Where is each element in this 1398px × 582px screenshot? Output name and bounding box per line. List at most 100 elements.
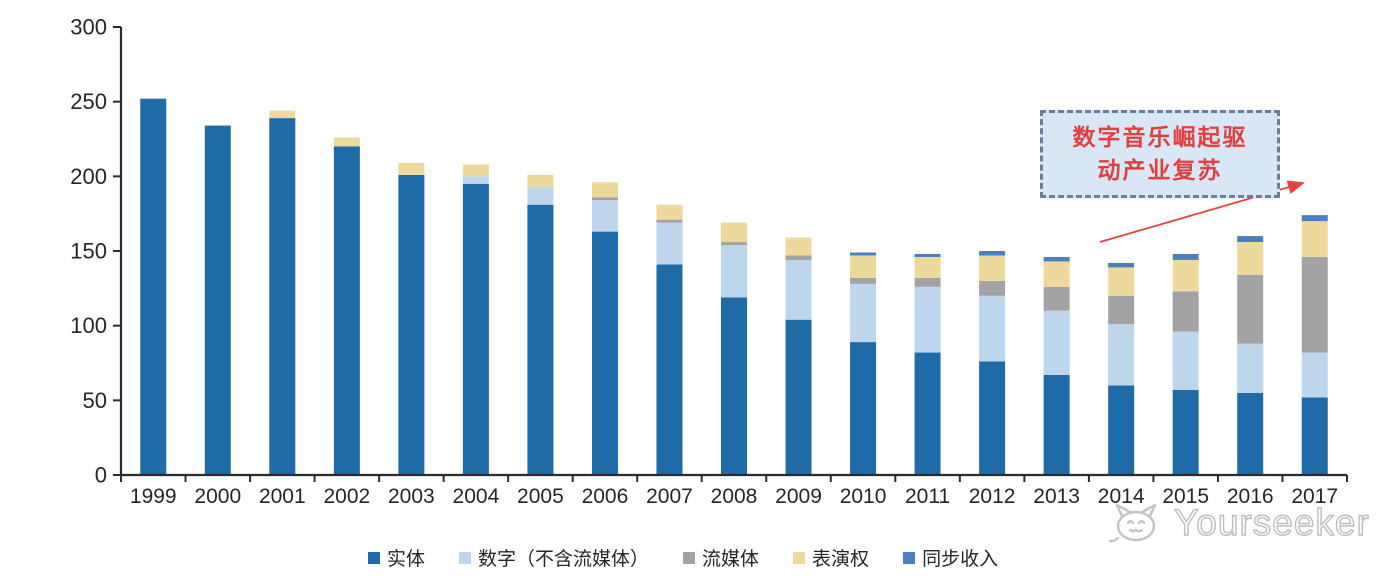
- bar-segment-同步收入: [979, 251, 1006, 256]
- bar-segment-表演权: [527, 174, 554, 187]
- bar-segment-表演权: [269, 110, 296, 119]
- bar-segment-表演权: [1108, 267, 1135, 296]
- bar-segment-数字（不含流媒体）: [462, 176, 489, 184]
- bar-segment-实体: [1301, 397, 1328, 475]
- bar-segment-流媒体: [1172, 291, 1199, 332]
- bar-segment-实体: [269, 118, 296, 476]
- bar-segment-表演权: [591, 182, 618, 198]
- legend-swatch: [903, 551, 916, 564]
- x-axis-label: 2003: [388, 485, 435, 508]
- chart-legend: 实体 数字（不含流媒体） 流媒体 表演权 同步收入: [368, 544, 998, 571]
- bar-segment-表演权: [1301, 221, 1328, 257]
- x-axis-label: 2016: [1227, 485, 1274, 508]
- legend-label: 表演权: [812, 549, 870, 570]
- bar-segment-表演权: [914, 256, 941, 278]
- x-axis-label: 2009: [775, 485, 822, 508]
- bar-segment-流媒体: [656, 219, 683, 223]
- x-axis-label: 2008: [711, 485, 758, 508]
- bar-segment-同步收入: [1172, 253, 1199, 260]
- annotation-text-line2: 动产业复苏: [1097, 157, 1223, 183]
- bar-segment-表演权: [1043, 261, 1070, 287]
- bar-segment-实体: [721, 297, 747, 475]
- bar-segment-数字（不含流媒体）: [1108, 324, 1135, 386]
- legend-label: 实体: [387, 549, 426, 570]
- bar-segment-流媒体: [591, 197, 618, 201]
- x-axis-label: 2013: [1033, 485, 1080, 508]
- bar-segment-数字（不含流媒体）: [1301, 352, 1328, 398]
- y-axis-label: 100: [70, 313, 107, 338]
- bar-segment-实体: [656, 264, 683, 475]
- bar-segment-表演权: [850, 255, 877, 278]
- legend-swatch: [683, 551, 696, 564]
- y-axis-label: 0: [95, 463, 107, 488]
- bar-segment-数字（不含流媒体）: [850, 283, 877, 343]
- bar-segment-实体: [462, 183, 489, 476]
- bar-segment-实体: [1108, 385, 1135, 475]
- bar-segment-数字（不含流媒体）: [527, 186, 554, 205]
- x-axis-label: 2001: [259, 485, 306, 508]
- x-axis-label: 2004: [453, 485, 500, 508]
- bar-segment-流媒体: [1043, 286, 1070, 311]
- bar-segment-数字（不含流媒体）: [914, 286, 941, 353]
- y-axis-label: 300: [70, 15, 107, 40]
- bar-segment-同步收入: [1108, 262, 1135, 268]
- bar-segment-表演权: [333, 137, 360, 147]
- bar-segment-流媒体: [979, 280, 1006, 296]
- bar-segment-流媒体: [914, 277, 941, 287]
- bar-segment-数字（不含流媒体）: [1043, 310, 1070, 375]
- bar-segment-表演权: [785, 237, 812, 256]
- bar-segment-同步收入: [1043, 256, 1070, 262]
- bar-segment-数字（不含流媒体）: [656, 222, 683, 265]
- bar-segment-数字（不含流媒体）: [721, 245, 747, 298]
- legend-item: 表演权: [793, 544, 869, 571]
- x-axis-label: 2010: [840, 485, 887, 508]
- annotation-text-line1: 数字音乐崛起驱: [1072, 123, 1248, 150]
- legend-swatch: [793, 551, 806, 564]
- x-axis-label: 1999: [130, 485, 177, 508]
- x-axis-label: 2015: [1162, 485, 1209, 508]
- x-axis-label: 2011: [905, 485, 950, 508]
- bar-segment-实体: [785, 319, 812, 475]
- yourseeker-logo-icon: [1108, 503, 1157, 543]
- y-axis-label: 200: [70, 164, 107, 189]
- bar-segment-实体: [204, 125, 231, 475]
- bar-segment-流媒体: [850, 277, 877, 284]
- bar-segment-同步收入: [850, 252, 877, 256]
- bar-segment-实体: [1043, 374, 1070, 475]
- bar-segment-数字（不含流媒体）: [785, 259, 812, 320]
- bar-segment-表演权: [398, 162, 425, 175]
- legend-label: 流媒体: [702, 549, 760, 570]
- x-axis-label: 2017: [1291, 485, 1338, 508]
- bar-segment-实体: [979, 361, 1006, 475]
- legend-swatch: [368, 551, 380, 564]
- watermark-text: Yourseeker: [1173, 501, 1370, 543]
- bar-segment-实体: [591, 231, 618, 475]
- bar-segment-流媒体: [1301, 256, 1328, 353]
- x-axis-label: 2006: [582, 485, 629, 508]
- x-axis-label: 2005: [517, 485, 564, 508]
- x-axis-label: 2000: [194, 485, 241, 508]
- bar-segment-表演权: [462, 164, 489, 177]
- bar-segment-数字（不含流媒体）: [591, 200, 618, 232]
- y-axis-label: 150: [70, 239, 107, 264]
- legend-item: 数字（不含流媒体）: [459, 544, 649, 571]
- legend-item: 流媒体: [683, 544, 759, 571]
- bar-segment-实体: [1172, 389, 1199, 475]
- bar-segment-流媒体: [1237, 274, 1264, 344]
- bar-segment-实体: [1237, 392, 1264, 475]
- bar-segment-同步收入: [1301, 215, 1328, 222]
- bar-segment-实体: [333, 146, 360, 475]
- x-axis-label: 2002: [323, 485, 370, 508]
- bar-segment-同步收入: [914, 253, 941, 257]
- bar-segment-表演权: [979, 255, 1006, 281]
- y-axis-label: 250: [70, 89, 107, 114]
- bar-segment-实体: [140, 98, 167, 476]
- legend-item: 同步收入: [903, 544, 998, 571]
- bar-segment-流媒体: [721, 242, 747, 246]
- bar-segment-表演权: [1172, 259, 1199, 292]
- x-axis-label: 2014: [1098, 485, 1145, 508]
- bar-segment-数字（不含流媒体）: [979, 295, 1006, 362]
- bar-segment-同步收入: [1237, 236, 1264, 243]
